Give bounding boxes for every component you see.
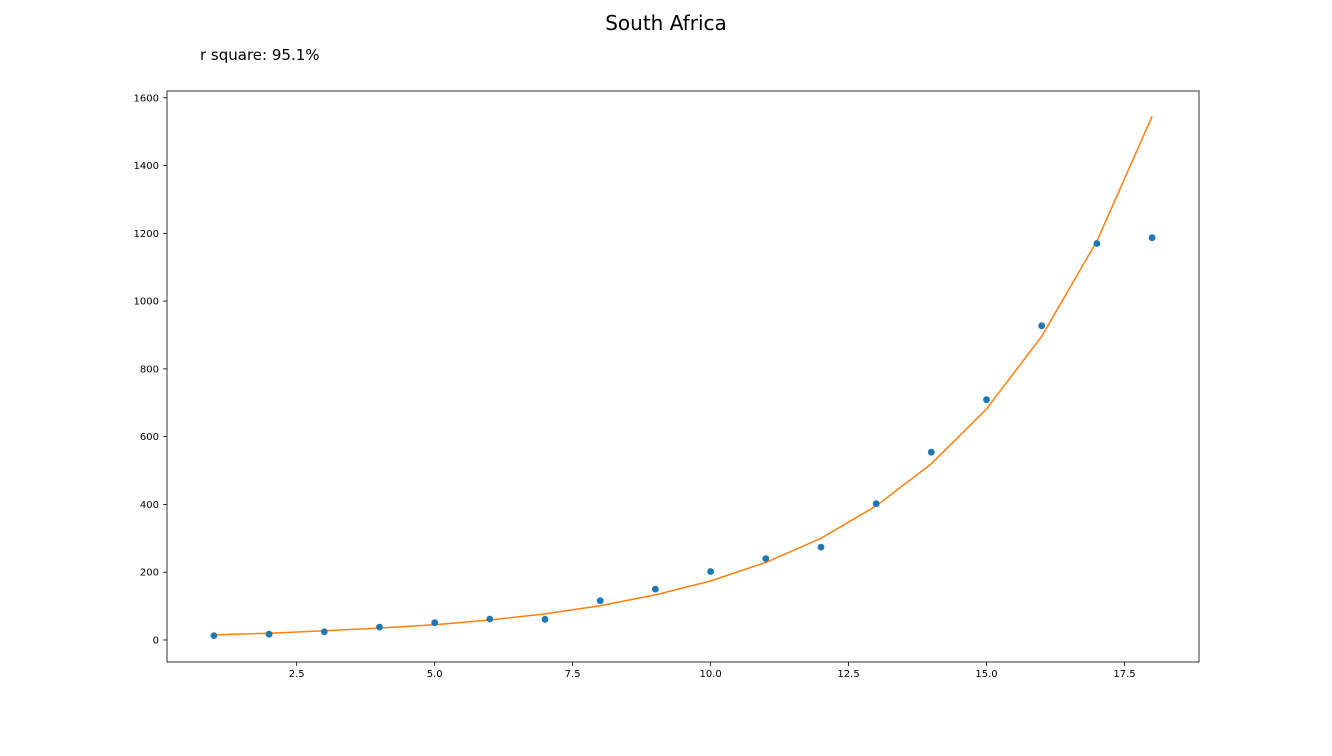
- data-point: [652, 585, 659, 593]
- x-tick-label: 10.0: [699, 669, 721, 680]
- y-tick-label: 0: [153, 635, 159, 646]
- y-tick-label: 800: [140, 364, 159, 375]
- data-point: [431, 619, 439, 627]
- x-tick-label: 2.5: [289, 669, 305, 680]
- data-point: [927, 448, 935, 456]
- data-point: [1038, 322, 1046, 330]
- data-point: [376, 623, 383, 631]
- y-tick-label: 1600: [134, 93, 159, 104]
- y-tick-label: 1000: [134, 297, 159, 308]
- x-tick-label: 17.5: [1113, 669, 1135, 680]
- x-tick-label: 5.0: [427, 669, 443, 680]
- x-tick-label: 12.5: [837, 669, 859, 680]
- data-point: [1148, 234, 1156, 242]
- data-point: [320, 628, 328, 636]
- y-tick-label: 1400: [134, 161, 159, 172]
- data-point: [210, 632, 218, 639]
- data-point: [983, 396, 990, 404]
- plot-frame: [166, 90, 1200, 663]
- x-tick-label: 15.0: [975, 669, 997, 680]
- r-square-annotation: r square: 95.1%: [200, 46, 320, 64]
- plot-area: 2.5 5.0 7.5 10.0 12.5 15.0 17.5 0 200 400 600 800 10…: [134, 90, 1200, 680]
- y-tick-label: 1200: [134, 229, 159, 240]
- data-point: [762, 555, 770, 562]
- x-tick-label: 7.5: [565, 669, 581, 680]
- chart-title: South Africa: [605, 11, 727, 35]
- data-point: [872, 500, 880, 508]
- fit-line: [213, 116, 1153, 636]
- data-point: [541, 615, 549, 623]
- data-point: [817, 543, 825, 551]
- data-point: [1093, 240, 1101, 247]
- data-point: [596, 597, 604, 605]
- data-point: [265, 630, 273, 638]
- data-point: [486, 615, 494, 623]
- y-tick-label: 600: [140, 432, 159, 443]
- data-point: [707, 568, 714, 575]
- y-tick-label: 200: [140, 568, 159, 579]
- y-tick-label: 400: [140, 500, 159, 511]
